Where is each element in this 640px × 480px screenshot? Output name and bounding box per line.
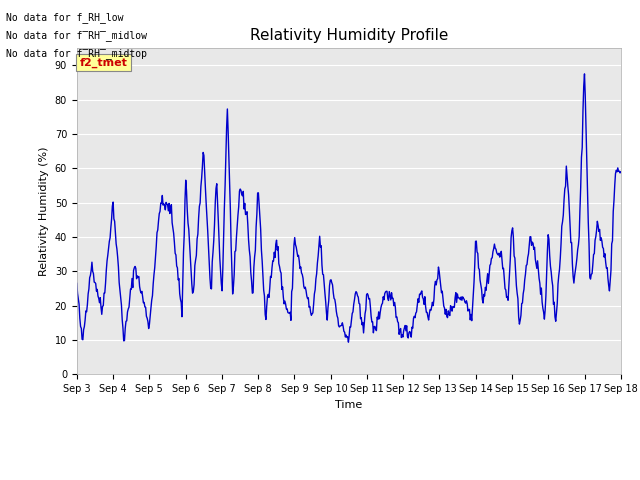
Y-axis label: Relativity Humidity (%): Relativity Humidity (%) — [39, 146, 49, 276]
Text: No data for f_RH_low: No data for f_RH_low — [6, 12, 124, 23]
X-axis label: Time: Time — [335, 400, 362, 409]
Text: f2_tmet: f2_tmet — [79, 58, 127, 68]
Text: No data for f̅RH̅_midtop: No data for f̅RH̅_midtop — [6, 48, 147, 60]
Title: Relativity Humidity Profile: Relativity Humidity Profile — [250, 28, 448, 43]
Text: No data for f̅RH̅_midlow: No data for f̅RH̅_midlow — [6, 30, 147, 41]
